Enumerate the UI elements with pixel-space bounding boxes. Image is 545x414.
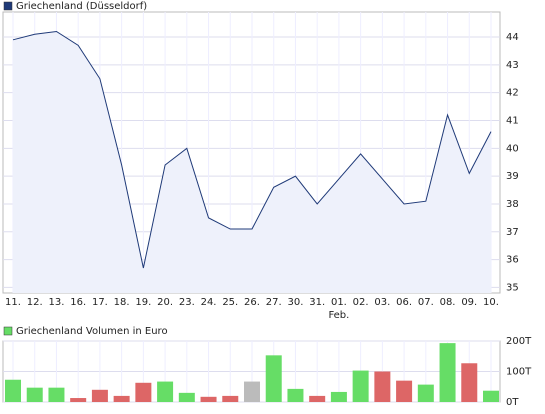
- bar: [483, 390, 499, 402]
- legend-label: Griechenland (Düsseldorf): [16, 1, 147, 12]
- legend-swatch: [3, 326, 13, 336]
- x-tick-label: 18.: [114, 297, 130, 308]
- y-tick-label: 37: [506, 227, 519, 238]
- bar: [70, 398, 87, 402]
- bar: [91, 389, 108, 402]
- bar: [157, 381, 174, 402]
- bar: [135, 382, 152, 402]
- y-tick-label: 39: [506, 171, 519, 182]
- y-tick-label: 0T: [506, 397, 519, 408]
- x-tick-label: 27.: [266, 297, 282, 308]
- y-tick-label: 42: [506, 88, 519, 99]
- bar: [244, 381, 260, 402]
- bar: [200, 396, 217, 402]
- x-tick-label: 31.: [309, 297, 325, 308]
- y-tick-label: 44: [506, 32, 519, 43]
- legend-label: Griechenland Volumen in Euro: [16, 326, 168, 337]
- x-tick-label: 12.: [27, 297, 43, 308]
- bar: [222, 395, 239, 402]
- x-tick-label: 01.: [331, 297, 347, 308]
- x-tick-label: 11.: [5, 297, 21, 308]
- bar: [265, 355, 282, 402]
- y-tick-label: 41: [506, 116, 519, 127]
- x-tick-label: 20.: [157, 297, 173, 308]
- x-tick-label: 26.: [244, 297, 260, 308]
- area: [13, 31, 491, 293]
- x-tick-label: 19.: [135, 297, 151, 308]
- y-tick-label: 36: [506, 255, 519, 266]
- x-tick-label: 16.: [70, 297, 86, 308]
- y-tick-label: 35: [506, 282, 519, 293]
- y-tick-label: 200T: [506, 336, 532, 347]
- x-tick-label: 24.: [201, 297, 217, 308]
- x-tick-label: 02.: [353, 297, 369, 308]
- x-sublabel: Feb.: [328, 310, 349, 321]
- x-tick-label: 10.: [483, 297, 499, 308]
- x-tick-label: 25.: [222, 297, 238, 308]
- bar: [48, 387, 65, 402]
- line: [12, 30, 492, 269]
- bar: [352, 370, 369, 402]
- bar: [5, 379, 21, 402]
- y-tick-label: 38: [506, 199, 519, 210]
- x-tick-label: 17.: [92, 297, 108, 308]
- bar: [439, 343, 456, 402]
- x-tick-label: 06.: [396, 297, 412, 308]
- bar: [287, 388, 304, 402]
- bar: [417, 384, 434, 402]
- bar: [178, 392, 195, 402]
- y-tick-label: 100T: [506, 367, 532, 378]
- bar: [26, 387, 43, 402]
- x-tick-label: 13.: [49, 297, 65, 308]
- bar: [374, 371, 391, 402]
- bar: [113, 395, 130, 402]
- bar: [461, 363, 478, 402]
- bar: [330, 391, 347, 402]
- x-tick-label: 08.: [440, 297, 456, 308]
- x-tick-label: 23.: [179, 297, 195, 308]
- y-tick-label: 43: [506, 60, 519, 71]
- bar: [396, 380, 413, 402]
- x-tick-label: 30.: [288, 297, 304, 308]
- x-tick-label: 07.: [418, 297, 434, 308]
- y-tick-label: 40: [506, 143, 519, 154]
- x-tick-label: 09.: [461, 297, 477, 308]
- bar: [309, 395, 326, 402]
- x-tick-label: 03.: [374, 297, 390, 308]
- legend-swatch: [3, 1, 13, 11]
